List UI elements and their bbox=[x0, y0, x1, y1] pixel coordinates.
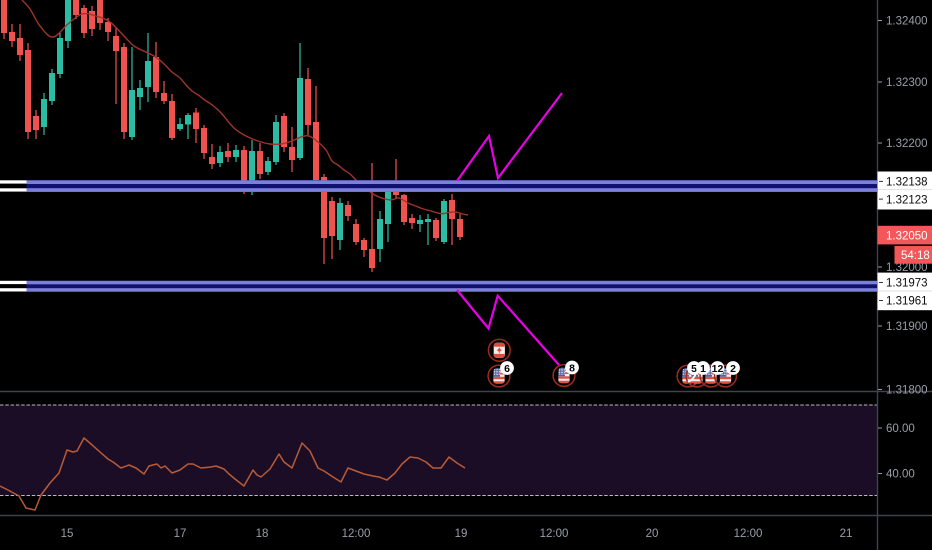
svg-text:21: 21 bbox=[840, 528, 853, 540]
svg-text:12:00: 12:00 bbox=[540, 528, 569, 540]
svg-text:12:00: 12:00 bbox=[734, 528, 763, 540]
svg-text:19: 19 bbox=[455, 528, 468, 540]
svg-text:54:18: 54:18 bbox=[901, 250, 930, 262]
svg-text:8: 8 bbox=[569, 362, 575, 374]
svg-text:1.31973: 1.31973 bbox=[886, 278, 928, 290]
svg-text:1.32000: 1.32000 bbox=[886, 262, 928, 274]
svg-text:1.31800: 1.31800 bbox=[886, 385, 928, 397]
svg-text:1.32050: 1.32050 bbox=[886, 230, 928, 242]
svg-text:1.32400: 1.32400 bbox=[886, 16, 928, 28]
svg-text:1.32200: 1.32200 bbox=[886, 138, 928, 150]
svg-text:1.32123: 1.32123 bbox=[886, 194, 928, 206]
svg-text:6: 6 bbox=[504, 363, 510, 375]
svg-text:12: 12 bbox=[712, 363, 724, 375]
svg-text:1.31961: 1.31961 bbox=[886, 296, 928, 308]
svg-text:20: 20 bbox=[646, 528, 659, 540]
svg-text:1: 1 bbox=[700, 363, 706, 375]
svg-text:60.00: 60.00 bbox=[886, 423, 915, 435]
svg-text:5: 5 bbox=[691, 363, 697, 375]
svg-text:17: 17 bbox=[174, 528, 187, 540]
svg-text:12:00: 12:00 bbox=[342, 528, 371, 540]
svg-text:18: 18 bbox=[256, 528, 269, 540]
svg-text:2: 2 bbox=[730, 363, 736, 375]
svg-text:40.00: 40.00 bbox=[886, 469, 915, 481]
svg-text:1.31900: 1.31900 bbox=[886, 321, 928, 333]
svg-text:15: 15 bbox=[61, 528, 74, 540]
svg-text:1.32300: 1.32300 bbox=[886, 77, 928, 89]
svg-text:1.32138: 1.32138 bbox=[886, 177, 928, 189]
